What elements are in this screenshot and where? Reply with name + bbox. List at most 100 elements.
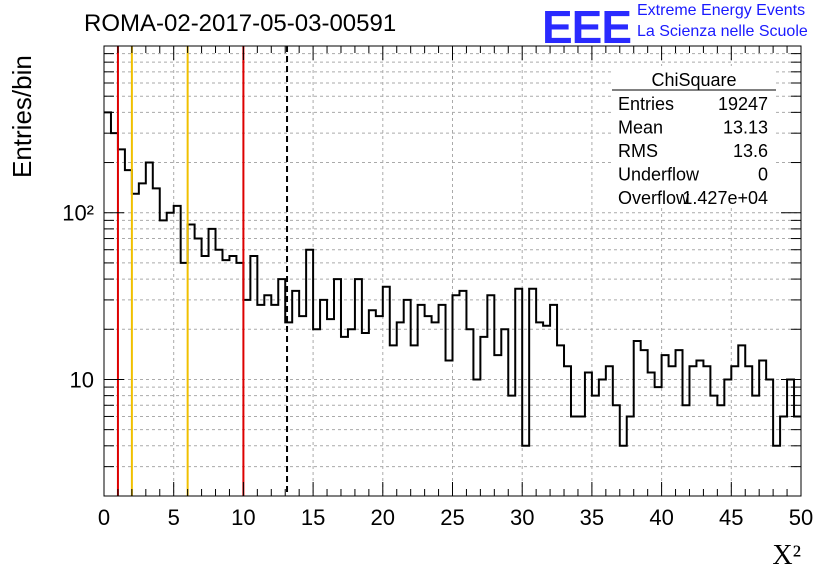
- histogram-bin: [634, 341, 641, 496]
- histogram-bin: [696, 360, 703, 496]
- histogram-bin: [676, 350, 683, 496]
- histogram-bin: [195, 239, 202, 496]
- stats-label: Mean: [618, 118, 663, 138]
- histogram-bin: [425, 316, 432, 496]
- histogram-bin: [181, 263, 188, 496]
- stats-title: ChiSquare: [651, 70, 736, 90]
- histogram-bin: [738, 345, 745, 496]
- histogram-bin: [236, 263, 243, 496]
- histogram-bin: [515, 289, 522, 496]
- histogram-bin: [655, 387, 662, 496]
- histogram-bin: [292, 291, 299, 496]
- histogram-bin: [724, 379, 731, 496]
- histogram-bin: [599, 379, 606, 496]
- histogram-bin: [550, 305, 557, 496]
- histogram-bin: [480, 337, 487, 496]
- histogram-bin: [759, 360, 766, 496]
- histogram-bin: [160, 220, 167, 496]
- histogram-bin: [620, 446, 627, 496]
- histogram-bin: [773, 446, 780, 496]
- histogram-bin: [439, 305, 446, 496]
- histogram-bin: [641, 350, 648, 496]
- histogram-bin: [320, 300, 327, 496]
- histogram-bin: [752, 396, 759, 496]
- stats-value: 0: [758, 165, 768, 185]
- histogram-bin: [459, 291, 466, 496]
- x-tick-label: 25: [440, 505, 464, 530]
- histogram-bin: [411, 345, 418, 496]
- x-tick-label: 35: [580, 505, 604, 530]
- histogram-bin: [174, 206, 181, 496]
- histogram-bin: [229, 256, 236, 496]
- histogram-bin: [683, 405, 690, 496]
- x-tick-label: 30: [510, 505, 534, 530]
- histogram-bin: [787, 379, 794, 496]
- histogram-bin: [446, 360, 453, 496]
- histogram-bin: [348, 329, 355, 496]
- histogram-bin: [390, 345, 397, 496]
- histogram-bin: [522, 446, 529, 496]
- histogram-bin: [717, 405, 724, 496]
- histogram-bin: [362, 333, 369, 496]
- histogram-bin: [243, 300, 250, 496]
- histogram-bin: [257, 305, 264, 496]
- x-tick-label: 40: [649, 505, 673, 530]
- stats-box: [612, 66, 776, 206]
- histogram-bin: [780, 416, 787, 496]
- histogram-bin: [418, 305, 425, 496]
- histogram-bin: [592, 396, 599, 496]
- x-tick-label: 5: [168, 505, 180, 530]
- y-tick-label: 10²: [62, 201, 94, 226]
- histogram-bin: [209, 229, 216, 496]
- histogram-bin: [299, 316, 306, 496]
- x-tick-label: 50: [789, 505, 813, 530]
- stats-label: Overflow: [618, 188, 690, 208]
- x-axis-label: X²: [772, 540, 801, 571]
- histogram-bin: [487, 295, 494, 496]
- histogram-bin: [745, 366, 752, 496]
- histogram-bin: [222, 260, 229, 496]
- histogram-bin: [662, 355, 669, 496]
- histogram-bin: [306, 250, 313, 496]
- logo-line-2: La Scienza nelle Scuole: [637, 23, 808, 40]
- stats-label: Entries: [618, 94, 674, 114]
- histogram-bin: [585, 373, 592, 496]
- y-axis-label: Entries/bin: [7, 55, 37, 178]
- histogram-bin: [766, 379, 773, 496]
- histogram-bin: [118, 149, 125, 496]
- histogram-bin: [536, 322, 543, 496]
- histogram-bin: [341, 337, 348, 496]
- histogram-series: [104, 111, 801, 447]
- histogram-bin: [613, 405, 620, 496]
- histogram-bin: [508, 396, 515, 496]
- histogram-bin: [501, 329, 508, 496]
- histogram-bin: [557, 345, 564, 496]
- histogram-bin: [264, 295, 271, 496]
- histogram-bin: [104, 112, 111, 496]
- logo-line-1: Extreme Energy Events: [637, 2, 806, 19]
- histogram-bin: [453, 295, 460, 496]
- histogram-bin: [494, 355, 501, 496]
- histogram-bin: [139, 183, 146, 496]
- stats-value: 1.427e+04: [682, 188, 768, 208]
- stats-value: 13.13: [723, 118, 768, 138]
- histogram-bin: [397, 322, 404, 496]
- x-tick-label: 20: [371, 505, 395, 530]
- histogram-bin: [202, 256, 209, 496]
- stats-value: 19247: [718, 94, 768, 114]
- histogram-bin: [369, 310, 376, 496]
- histogram-bin: [132, 194, 139, 496]
- histogram-bin: [564, 366, 571, 496]
- histogram-bin: [216, 250, 223, 496]
- histogram-bin: [125, 170, 132, 496]
- x-tick-label: 45: [719, 505, 743, 530]
- stats-value: 13.6: [733, 141, 768, 161]
- histogram-bin: [794, 416, 801, 496]
- x-tick-label: 10: [231, 505, 255, 530]
- x-tick-label: 0: [98, 505, 110, 530]
- histogram-bin: [669, 366, 676, 496]
- page-title: ROMA-02-2017-05-03-00591: [84, 10, 397, 37]
- histogram-bin: [188, 224, 195, 496]
- histogram-bin: [627, 416, 634, 496]
